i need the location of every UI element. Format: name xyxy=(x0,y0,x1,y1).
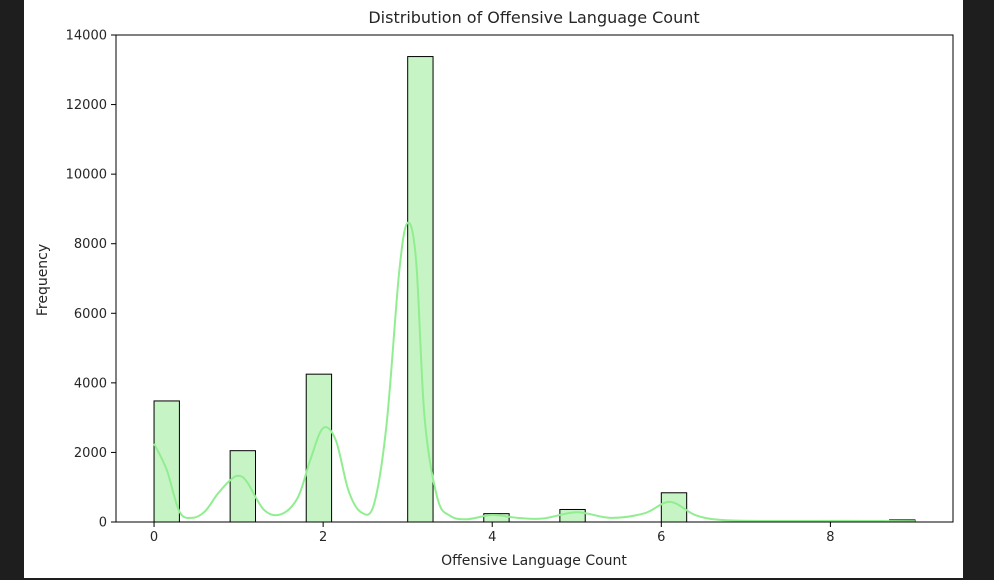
figure: Distribution of Offensive Language Count… xyxy=(24,0,963,578)
plot-frame xyxy=(115,34,954,523)
y-tick-label-6000: 6000 xyxy=(74,307,107,322)
y-axis-label: Frequency xyxy=(35,244,51,316)
x-tick-label-4: 4 xyxy=(488,530,496,545)
y-tick-label-14000: 14000 xyxy=(66,29,107,44)
x-axis: 0 2 4 6 8 xyxy=(150,522,835,545)
kde-line xyxy=(153,221,915,523)
y-tick-label-12000: 12000 xyxy=(66,98,107,113)
y-tick-label-10000: 10000 xyxy=(66,168,107,183)
kde-group xyxy=(153,221,915,523)
x-axis-label: Offensive Language Count xyxy=(441,553,627,569)
x-tick-label-0: 0 xyxy=(150,530,158,545)
bar-5 xyxy=(559,508,586,523)
y-tick-label-2000: 2000 xyxy=(74,446,107,461)
y-tick-label-4000: 4000 xyxy=(74,376,107,391)
histogram-chart: Distribution of Offensive Language Count… xyxy=(35,8,954,569)
chart-title: Distribution of Offensive Language Count xyxy=(368,8,699,27)
x-tick-label-8: 8 xyxy=(826,530,834,545)
y-tick-label-0: 0 xyxy=(99,516,107,531)
bar-3 xyxy=(407,56,434,523)
y-axis: 0 2000 4000 6000 8000 10000 12000 14000 xyxy=(66,29,116,531)
bar-2 xyxy=(305,373,333,523)
x-tick-label-6: 6 xyxy=(657,530,665,545)
bar-1 xyxy=(229,450,257,523)
bars-group xyxy=(153,56,916,523)
x-tick-label-2: 2 xyxy=(319,530,327,545)
y-tick-label-8000: 8000 xyxy=(74,237,107,252)
